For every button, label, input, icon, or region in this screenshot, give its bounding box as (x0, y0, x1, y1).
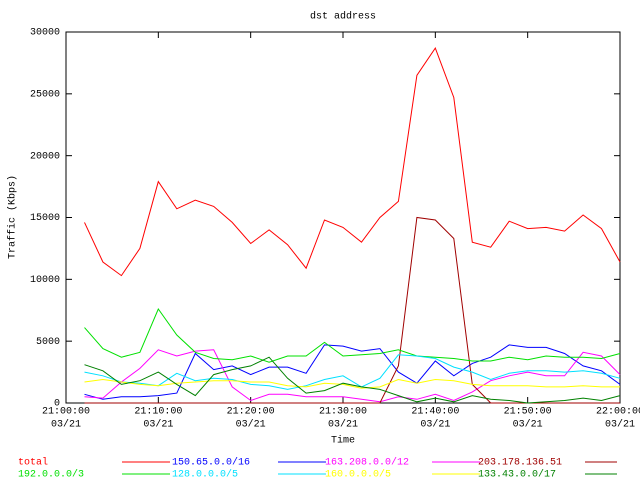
x-tick-date: 03/21 (605, 419, 635, 431)
x-tick-date: 03/21 (420, 419, 450, 431)
series-line (84, 349, 621, 403)
x-tick-label: 21:40:00 (411, 407, 459, 418)
series-line (84, 354, 621, 390)
y-tick-label: 5000 (36, 337, 60, 348)
series-line (84, 47, 621, 277)
x-tick-label: 21:20:00 (227, 407, 275, 418)
x-tick-label: 21:30:00 (319, 407, 367, 418)
x-tick-date: 03/21 (236, 419, 266, 431)
y-tick-label: 10000 (30, 275, 60, 286)
y-tick-label: 0 (54, 399, 60, 410)
x-axis-label: Time (331, 435, 355, 447)
x-tick-label: 21:50:00 (504, 407, 552, 418)
x-tick-label: 22:00:00 (596, 407, 640, 418)
series-line (84, 378, 620, 389)
legend-label: total (18, 457, 48, 469)
legend-label: 133.43.0.0/17 (478, 469, 556, 480)
x-tick-label: 21:10:00 (134, 407, 182, 418)
series-line (84, 307, 621, 363)
legend-label: 203.178.136.51 (478, 458, 562, 469)
y-axis-label: Traffic (Kbps) (7, 175, 19, 259)
series-line (84, 216, 620, 404)
x-tick-date: 03/21 (513, 419, 543, 431)
x-tick-date: 03/21 (51, 419, 81, 431)
legend-label: 163.208.0.0/12 (325, 457, 409, 469)
chart-title: dst address (310, 11, 376, 23)
legend-label: 150.65.0.0/16 (172, 457, 250, 469)
x-tick-date: 03/21 (143, 419, 173, 431)
legend-label: 192.0.0.0/3 (18, 469, 84, 480)
legend-label: 160.0.0.0/5 (325, 469, 391, 480)
y-tick-label: 20000 (30, 151, 60, 162)
legend-label: 128.0.0.0/5 (172, 469, 238, 480)
y-tick-label: 25000 (30, 89, 60, 100)
series-line (84, 356, 621, 404)
x-tick-date: 03/21 (328, 419, 358, 431)
series-line (84, 344, 621, 400)
x-tick-label: 21:00:00 (42, 407, 90, 418)
y-tick-label: 30000 (30, 28, 60, 39)
y-tick-label: 15000 (30, 213, 60, 224)
